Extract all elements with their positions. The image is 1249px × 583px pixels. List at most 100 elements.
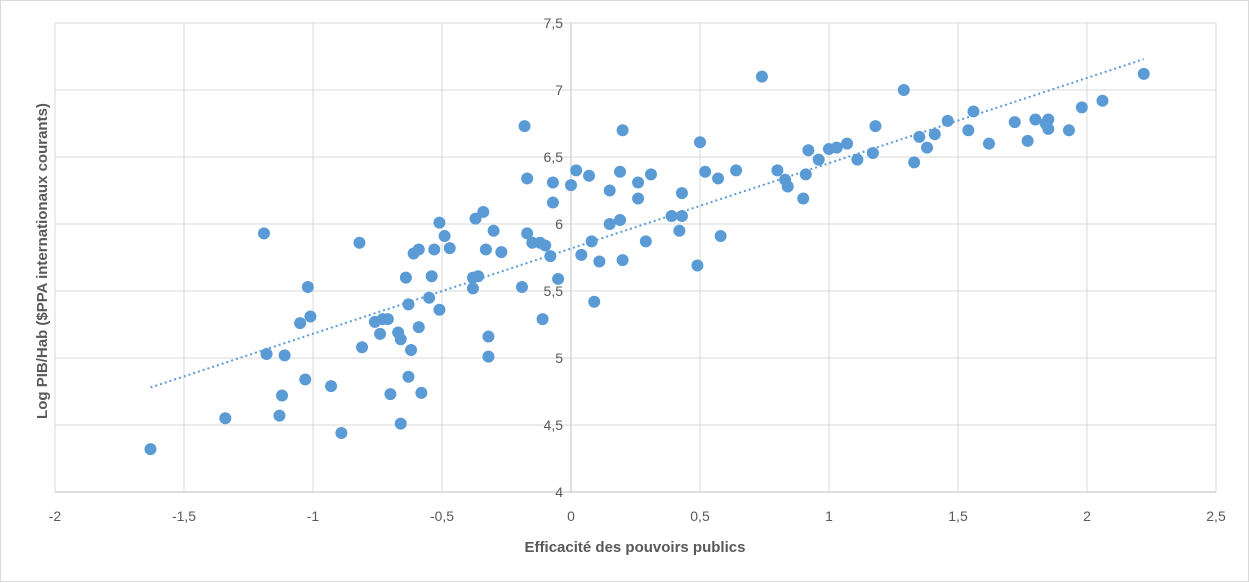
scatter-point [802, 144, 815, 157]
scatter-point [518, 120, 531, 133]
scatter-point [394, 417, 407, 430]
scatter-point [1042, 122, 1055, 135]
scatter-point [219, 412, 232, 425]
x-tick-label: 1,5 [948, 508, 968, 524]
scatter-point [712, 172, 725, 185]
scatter-point [495, 246, 508, 259]
scatter-point [536, 313, 549, 326]
scatter-point [402, 370, 415, 383]
y-tick-label: 6 [555, 216, 563, 232]
y-tick-label: 5,5 [544, 283, 564, 299]
scatter-point [552, 272, 565, 285]
scatter-point [673, 224, 686, 237]
scatter-point [384, 388, 397, 401]
scatter-point [294, 317, 307, 330]
x-tick-label: -2 [49, 508, 62, 524]
scatter-point [603, 218, 616, 230]
trendline [150, 58, 1145, 389]
scatter-point [941, 114, 954, 127]
scatter-point [381, 313, 394, 326]
scatter-point [356, 341, 369, 354]
x-tick-label: -0,5 [430, 508, 454, 524]
scatter-point [438, 230, 451, 243]
scatter-point [299, 373, 312, 386]
y-tick-label: 7 [555, 82, 563, 98]
scatter-point [1029, 113, 1042, 126]
scatter-point [575, 248, 588, 261]
scatter-point [812, 153, 825, 166]
scatter-point [433, 303, 446, 316]
scatter-point [544, 250, 557, 263]
scatter-point [781, 180, 794, 193]
scatter-point [755, 70, 768, 83]
scatter-point [921, 141, 934, 154]
scatter-point [799, 168, 812, 181]
scatter-point [335, 427, 348, 440]
scatter-point [405, 343, 418, 356]
scatter-point [616, 254, 629, 267]
scatter-point [632, 176, 645, 189]
scatter-point [797, 192, 810, 205]
scatter-point [1008, 116, 1021, 129]
x-tick-label: 0 [567, 508, 575, 524]
scatter-point [374, 327, 387, 340]
scatter-point [771, 164, 784, 177]
scatter-point [1075, 101, 1088, 114]
scatter-point [1021, 134, 1034, 147]
scatter-point [699, 165, 712, 178]
scatter-point [260, 347, 273, 360]
scatter-point [325, 380, 338, 393]
tick-labels: -2 -1,5 -1 -0,5 0 0,5 1 1,5 2 2,5 4 4,5 5 5,5 6 6,5 7 7,5 [49, 15, 1226, 524]
scatter-point [304, 310, 317, 323]
scatter-point [428, 243, 441, 256]
scatter-point [433, 216, 446, 229]
scatter-point [477, 205, 490, 218]
x-tick-label: -1,5 [172, 508, 196, 524]
scatter-point [301, 280, 314, 293]
x-tick-label: 2 [1083, 508, 1091, 524]
scatter-point [144, 443, 157, 456]
scatter-point [570, 164, 583, 177]
y-tick-label: 4 [555, 484, 563, 500]
scatter-point [614, 165, 627, 178]
grid-lines [54, 22, 1217, 493]
scatter-point [694, 136, 706, 149]
scatter-point [639, 235, 652, 248]
y-tick-label: 4,5 [544, 417, 564, 433]
scatter-point [423, 291, 436, 304]
scatter-point [1137, 67, 1150, 80]
scatter-point [616, 124, 629, 137]
trendline-layer [150, 58, 1145, 389]
scatter-point [402, 298, 415, 311]
x-tick-label: -1 [307, 508, 320, 524]
scatter-point [487, 224, 500, 237]
scatter-point [482, 350, 495, 363]
scatter-point [521, 227, 534, 240]
scatter-point [482, 330, 495, 343]
scatter-point [897, 84, 910, 96]
scatter-point [675, 187, 688, 200]
scatter-point [546, 196, 559, 209]
scatter-point [443, 242, 456, 255]
scatter-point [962, 124, 975, 137]
scatter-point [908, 156, 921, 169]
x-tick-label: 1 [825, 508, 833, 524]
y-axis-title: Log PIB/Hab ($PPA internationaux courant… [34, 103, 51, 419]
scatter-point [1042, 113, 1055, 126]
scatter-point [515, 280, 528, 293]
scatter-point [583, 169, 596, 182]
scatter-point [425, 270, 438, 283]
scatter-point [466, 282, 479, 295]
scatter-point [539, 239, 552, 252]
scatter-point [412, 321, 425, 334]
scatter-point [472, 270, 485, 283]
scatter-point [1062, 124, 1075, 137]
x-axis-title: Efficacité des pouvoirs publics [525, 539, 746, 556]
scatter-point [593, 255, 606, 268]
scatter-point [588, 295, 601, 308]
scatter-point [830, 141, 843, 154]
y-tick-label: 6,5 [544, 149, 564, 165]
scatter-point [585, 235, 598, 248]
scatter-point [691, 259, 704, 272]
